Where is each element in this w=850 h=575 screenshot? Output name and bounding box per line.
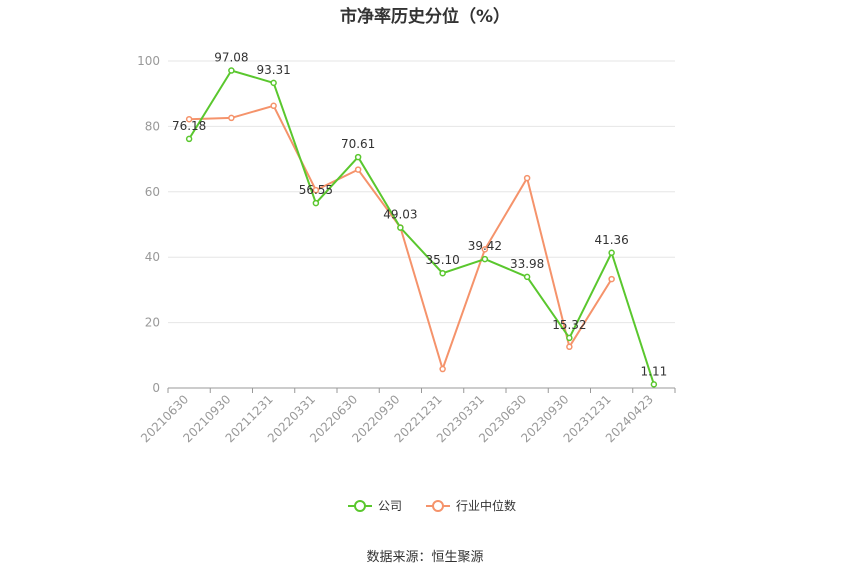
data-label: 97.08 (214, 51, 248, 65)
data-point (270, 79, 277, 87)
data-point (270, 102, 277, 110)
y-tick-label: 60 (145, 185, 160, 199)
y-axis-ticks: 0 20 40 60 80 100 (137, 54, 160, 395)
data-label: 56.55 (299, 183, 333, 197)
data-point (397, 224, 404, 231)
data-label: 49.03 (383, 208, 417, 222)
y-tick-label: 80 (145, 119, 160, 133)
data-point (354, 153, 362, 161)
data-point (354, 166, 362, 173)
legend-marker (354, 500, 366, 512)
y-tick-label: 100 (137, 54, 160, 68)
data-point (523, 174, 531, 182)
y-tick-label: 20 (145, 316, 160, 330)
x-axis (167, 387, 676, 393)
data-point (481, 246, 489, 253)
data-label: 93.31 (256, 63, 290, 77)
data-point (608, 249, 615, 257)
data-point (312, 186, 320, 194)
data-label: 35.10 (425, 253, 459, 267)
data-label: 76.18 (172, 119, 206, 133)
x-axis-ticks: 2021063020210930202112312022033120220630… (138, 392, 656, 445)
data-point (228, 114, 235, 122)
data-label: 15.32 (552, 318, 586, 332)
data-labels: 76.18 97.08 93.31 56.55 70.61 49.03 35.10 39.42… (172, 51, 667, 379)
source-note: 数据来源：恒生聚源 (366, 550, 484, 565)
legend-label: 公司 (378, 499, 402, 513)
data-point (523, 273, 531, 281)
data-point (439, 269, 446, 277)
data-point (566, 334, 573, 342)
legend-marker (432, 500, 444, 512)
data-label: 39.42 (468, 239, 502, 253)
chart-title: 市净率历史分位（%） (339, 7, 511, 27)
series-line-1 (189, 104, 613, 373)
data-point (608, 275, 615, 283)
data-point (566, 343, 573, 351)
data-point (439, 365, 446, 373)
data-point (650, 381, 658, 388)
data-point (185, 115, 193, 123)
data-label: 70.61 (341, 137, 375, 151)
data-point (481, 255, 489, 263)
legend: 公司 行业中位数 (348, 498, 516, 513)
data-point (185, 135, 193, 143)
data-label: 1.11 (641, 364, 668, 378)
data-label: 33.98 (510, 257, 544, 271)
y-tick-label: 0 (152, 381, 160, 395)
y-tick-label: 40 (145, 250, 160, 264)
data-point (312, 199, 320, 207)
data-label: 41.36 (594, 233, 628, 247)
series-line-0 (188, 69, 655, 385)
legend-label: 行业中位数 (456, 498, 516, 513)
grid-lines (168, 60, 675, 324)
data-point (228, 67, 235, 74)
series-points (185, 67, 658, 388)
series-lines (188, 69, 655, 385)
